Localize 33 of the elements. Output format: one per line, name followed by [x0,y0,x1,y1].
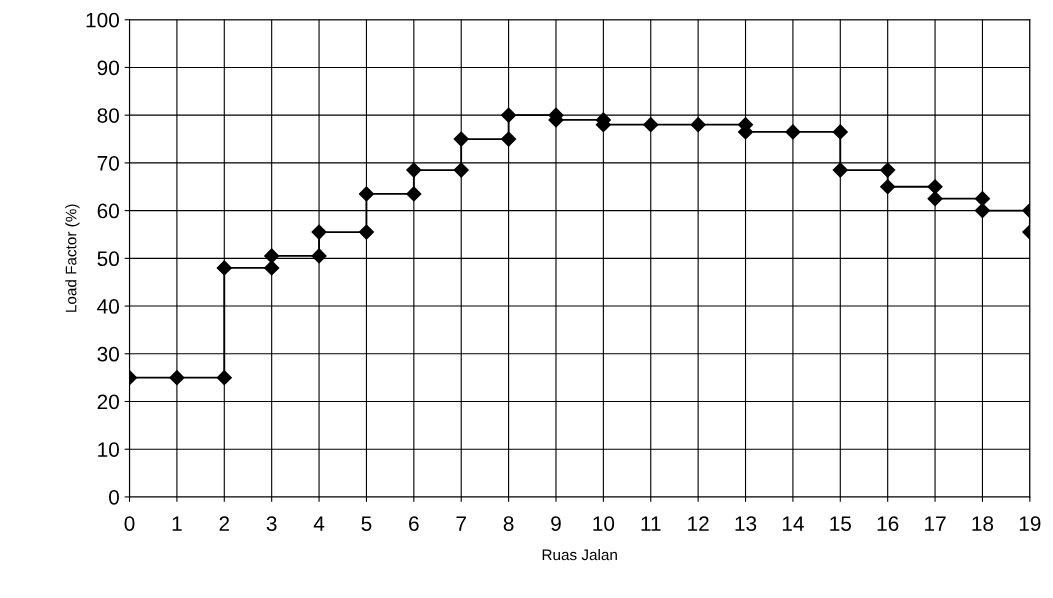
x-tick-label: 13 [735,516,757,531]
x-tick-label: 5 [361,516,372,531]
y-tick-label: 100 [86,12,119,28]
y-tick-label: 70 [97,155,119,171]
x-tick-label: 11 [641,516,661,531]
x-tick-label: 0 [124,516,135,531]
x-tick-label: 7 [456,516,466,531]
y-tick-label: 60 [97,203,119,219]
x-tick-label: 10 [593,516,615,531]
x-tick-label: 6 [409,516,419,531]
x-tick-label: 19 [1019,516,1041,531]
y-tick-label: 80 [97,108,119,123]
x-tick-label: 17 [925,516,946,531]
y-tick-label: 10 [98,442,119,457]
x-tick-label: 8 [503,516,514,531]
x-tick-label: 18 [972,516,994,531]
y-tick-label: 90 [97,60,119,76]
x-tick-label: 4 [313,516,325,531]
x-tick-label: 2 [219,516,230,531]
y-axis-title: Load Factor (%) [65,204,80,312]
x-tick-label: 15 [830,516,852,531]
y-tick-label: 20 [97,394,119,410]
x-axis-title: Ruas Jalan [542,549,617,561]
x-tick-label: 12 [688,516,709,531]
x-tick-label: 14 [782,516,804,531]
x-tick-label: 1 [172,516,182,531]
y-tick-label: 40 [97,299,119,314]
x-tick-label: 16 [877,516,899,531]
x-tick-label: 9 [551,516,561,531]
x-tick-label: 3 [266,516,277,531]
y-tick-label: 0 [109,489,119,505]
y-tick-label: 30 [97,346,119,362]
y-tick-label: 50 [97,251,119,267]
